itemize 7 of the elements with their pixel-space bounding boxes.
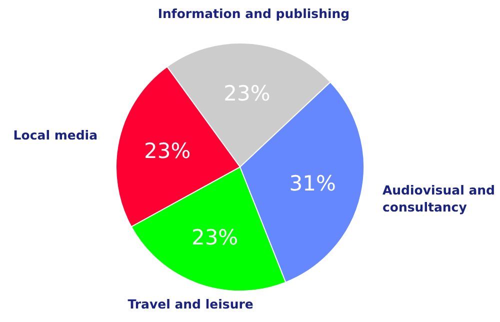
slice-label: Travel and leisure bbox=[128, 296, 254, 312]
slice-label: Audiovisual and consultancy bbox=[382, 182, 496, 215]
data-label: 23% bbox=[144, 139, 191, 164]
slice-label: Local media bbox=[13, 128, 98, 143]
data-label: 23% bbox=[191, 225, 238, 250]
data-label: 31% bbox=[289, 172, 336, 196]
slice-label: Information and publishing bbox=[158, 6, 350, 22]
